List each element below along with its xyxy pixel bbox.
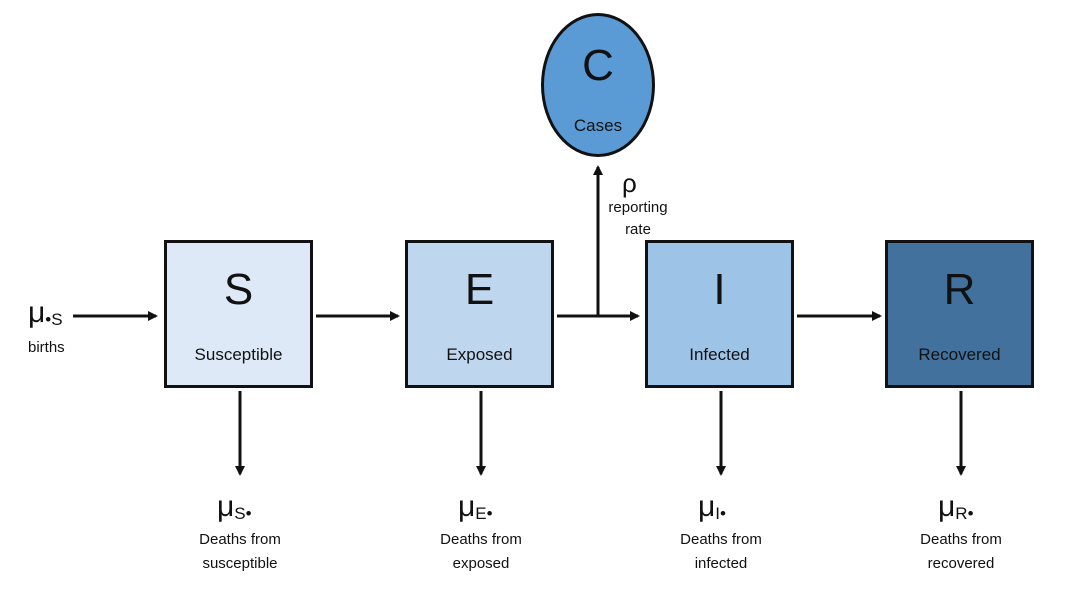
deaths-r-rate: μR• (938, 490, 974, 531)
births-sub: •S (45, 310, 63, 329)
deaths-e-rate: μE• (458, 490, 493, 531)
recovered-label: Recovered (918, 345, 1001, 364)
deaths-s-rate: μS• (217, 490, 252, 531)
deaths-r-label: Deaths from recovered (901, 528, 1021, 576)
cases-node: C Cases (541, 13, 655, 157)
reporting-rate-label: reporting rate (598, 197, 678, 241)
susceptible-letter: S (223, 265, 254, 314)
deaths-i-label: Deaths from infected (661, 528, 781, 576)
reporting-line-2: rate (625, 221, 651, 238)
deaths-i-line-2: infected (694, 555, 748, 572)
deaths-i-line-1: Deaths from (680, 531, 762, 548)
exposed-box: E Exposed (405, 240, 554, 388)
susceptible-box: S Susceptible (164, 240, 313, 388)
deaths-e-mu: μ (458, 490, 476, 523)
deaths-s-mu: μ (217, 490, 235, 523)
susceptible-label: Susceptible (194, 345, 283, 364)
deaths-e-line-2: exposed (452, 555, 510, 572)
deaths-s-line-1: Deaths from (199, 531, 281, 548)
deaths-i-sub: I• (715, 504, 726, 523)
reporting-line-1: reporting (608, 199, 668, 216)
infected-letter: I (713, 265, 726, 314)
deaths-r-line-1: Deaths from (920, 531, 1002, 548)
deaths-i-mu: μ (698, 490, 716, 523)
rho-symbol: ρ (622, 168, 637, 198)
infected-box: I Infected (645, 240, 794, 388)
deaths-s-sub: S• (234, 504, 252, 523)
deaths-r-mu: μ (938, 490, 956, 523)
deaths-i-rate: μI• (698, 490, 726, 531)
exposed-label: Exposed (446, 345, 513, 364)
cases-label: Cases (573, 116, 623, 135)
deaths-e-sub: E• (475, 504, 493, 523)
births-label: births (28, 339, 65, 356)
infected-label: Infected (689, 345, 750, 364)
recovered-letter: R (943, 265, 976, 314)
exposed-letter: E (464, 265, 495, 314)
births-mu: μ (28, 296, 46, 329)
cases-letter: C (582, 41, 614, 90)
deaths-r-line-2: recovered (927, 555, 995, 572)
deaths-e-label: Deaths from exposed (421, 528, 541, 576)
recovered-box: R Recovered (885, 240, 1034, 388)
deaths-s-label: Deaths from susceptible (180, 528, 300, 576)
births-rate: μ•S (28, 296, 63, 337)
deaths-r-sub: R• (955, 504, 974, 523)
deaths-s-line-2: susceptible (202, 555, 278, 572)
deaths-e-line-1: Deaths from (440, 531, 522, 548)
